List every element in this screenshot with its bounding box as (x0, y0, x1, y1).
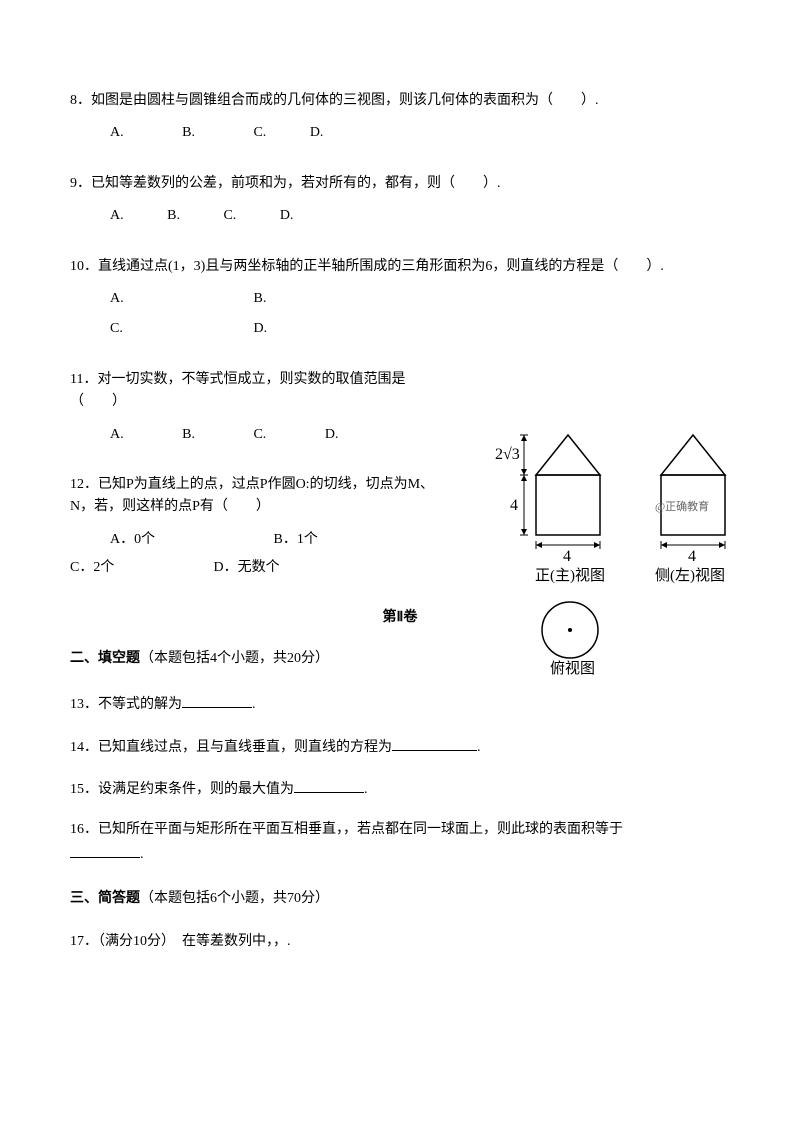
q8-opt-a: A. (110, 122, 124, 144)
q10-opt-a: A. (110, 288, 250, 310)
q12-opt-a: A．0个 (70, 529, 270, 551)
q8-options: A. B. C. D. (70, 122, 730, 144)
q9-opt-b: B. (167, 205, 180, 227)
q11-options: A. B. C. D. (70, 424, 450, 446)
fill-label: 二、填空题 (70, 651, 140, 666)
watermark-text: @正确教育 (655, 499, 709, 513)
three-view-svg: 2√3 4 4 正(主)视图 4 (490, 425, 750, 675)
q9-opt-d: D. (280, 205, 294, 227)
answer-section-header: 三、简答题（本题包括6个小题，共70分） (70, 888, 730, 910)
question-10: 10．直线通过点(1，3)且与两坐标轴的正半轴所围成的三角形面积为6，则直线的方… (70, 256, 730, 341)
question-11: 11．对一切实数，不等式恒成立，则实数的取值范围是（ ） A. B. C. D. (70, 369, 450, 446)
q12-text: 12．已知P为直线上的点，过点P作圆O:的切线，切点为M、N，若，则这样的点P有… (70, 474, 450, 519)
question-14: 14．已知直线过点，且与直线垂直，则直线的方程为. (70, 735, 730, 759)
q13-text: 13．不等式的解为 (70, 697, 182, 712)
question-15: 15．设满足约束条件，则的最大值为. (70, 777, 730, 801)
q15-period: . (364, 782, 368, 797)
q14-text: 14．已知直线过点，且与直线垂直，则直线的方程为 (70, 740, 392, 755)
dim-4-w: 4 (563, 548, 571, 565)
q8-opt-c: C. (253, 122, 266, 144)
q10-opt-b: B. (254, 288, 394, 310)
q9-text: 9．已知等差数列的公差，前项和为，若对所有的，都有，则（ ）. (70, 173, 730, 195)
q13-period: . (252, 697, 256, 712)
side-view-label: 侧(左)视图 (655, 567, 725, 584)
answer-label: 三、简答题 (70, 891, 140, 906)
q17-text: 17．（满分10分） 在等差数列中，，. (70, 934, 291, 949)
q14-period: . (477, 740, 481, 755)
dim-4-side: 4 (688, 548, 696, 565)
q15-text: 15．设满足约束条件，则的最大值为 (70, 782, 294, 797)
q9-opt-c: C. (223, 205, 236, 227)
q16-period: . (140, 847, 144, 862)
q8-text: 8．如图是由圆柱与圆锥组合而成的几何体的三视图，则该几何体的表面积为（ ）. (70, 90, 730, 112)
dim-2sqrt3: 2√3 (495, 446, 520, 463)
q8-opt-b: B. (182, 122, 195, 144)
q16-text: 16．已知所在平面与矩形所在平面互相垂直，，若点都在同一球面上，则此球的表面积等… (70, 822, 623, 837)
q10-opt-c: C. (110, 318, 250, 340)
q14-blank (392, 735, 477, 751)
q9-options: A. B. C. D. (70, 205, 730, 227)
q9-opt-a: A. (110, 205, 124, 227)
q10-opt-d: D. (254, 318, 394, 340)
front-view-label: 正(主)视图 (535, 567, 605, 584)
question-16: 16．已知所在平面与矩形所在平面互相垂直，，若点都在同一球面上，则此球的表面积等… (70, 819, 730, 866)
fill-note: （本题包括4个小题，共20分） (140, 651, 329, 666)
top-view-label: 俯视图 (550, 660, 595, 675)
q12-opt-d: D．无数个 (214, 560, 280, 575)
question-8: 8．如图是由圆柱与圆锥组合而成的几何体的三视图，则该几何体的表面积为（ ）. A… (70, 90, 730, 145)
q8-opt-d: D. (310, 122, 324, 144)
dim-4-h: 4 (510, 497, 518, 514)
q12-opt-b: B．1个 (274, 532, 318, 547)
question-17: 17．（满分10分） 在等差数列中，，. (70, 931, 730, 953)
question-13: 13．不等式的解为. (70, 692, 730, 716)
q11-text: 11．对一切实数，不等式恒成立，则实数的取值范围是（ ） (70, 369, 450, 414)
q11-opt-d: D. (325, 424, 339, 446)
three-view-figure: 2√3 4 4 正(主)视图 4 (490, 425, 750, 675)
q11-opt-b: B. (182, 424, 195, 446)
q10-text: 10．直线通过点(1，3)且与两坐标轴的正半轴所围成的三角形面积为6，则直线的方… (70, 256, 730, 278)
question-12: 12．已知P为直线上的点，过点P作圆O:的切线，切点为M、N，若，则这样的点P有… (70, 474, 450, 580)
q15-blank (294, 777, 364, 793)
q13-blank (182, 692, 252, 708)
answer-note: （本题包括6个小题，共70分） (140, 891, 329, 906)
q12-options: A．0个 B．1个 C．2个 D．无数个 (70, 529, 450, 580)
q16-blank (70, 842, 140, 858)
q11-opt-c: C. (253, 424, 266, 446)
q11-opt-a: A. (110, 424, 124, 446)
q12-opt-c: C．2个 (70, 557, 210, 579)
question-9: 9．已知等差数列的公差，前项和为，若对所有的，都有，则（ ）. A. B. C.… (70, 173, 730, 228)
q10-options: A. B. C. D. (70, 288, 730, 341)
